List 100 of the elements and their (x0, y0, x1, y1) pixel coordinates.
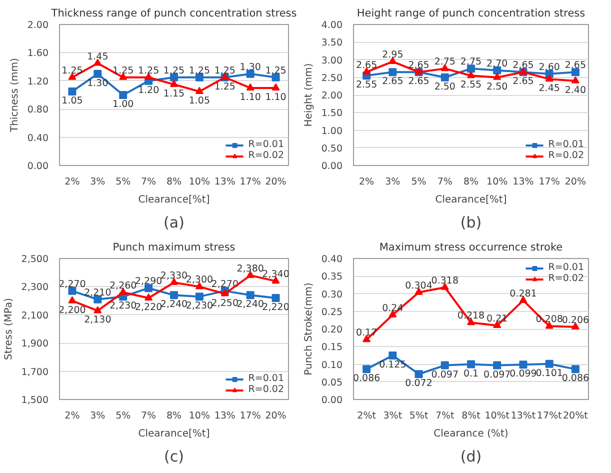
data-label: 1.20 (138, 84, 160, 96)
x-tick-label: 8% (463, 176, 479, 188)
data-label: 0.099 (510, 368, 537, 380)
x-axis-title: Clearance[%t] (435, 194, 507, 206)
data-label: 2,220 (262, 302, 290, 313)
x-tick-label: 10% (188, 410, 210, 422)
data-label: 1.00 (112, 99, 134, 110)
data-label: 2.55 (356, 80, 378, 91)
x-tick-label: 13% (214, 410, 236, 422)
data-label: 2,380 (236, 263, 264, 274)
data-label: 2,270 (58, 278, 86, 290)
data-label: 2.65 (512, 60, 534, 72)
data-label: 2.65 (512, 76, 534, 88)
y-tick-label: 2.00 (27, 20, 49, 31)
data-label: 2,220 (134, 302, 162, 313)
x-tick-label: 13% (512, 176, 534, 188)
legend-label: R=0.01 (248, 373, 284, 384)
data-label: 2.65 (408, 76, 430, 88)
data-label: 0.206 (562, 314, 590, 326)
legend-label: R=0.01 (548, 262, 584, 273)
data-label: 2.50 (486, 81, 508, 92)
text: (c) (164, 448, 184, 466)
data-label: 0.097 (431, 369, 458, 380)
y-tick-label: 0.15 (321, 342, 343, 354)
data-label: 1.10 (265, 92, 286, 103)
y-tick-label: 2,500 (21, 254, 49, 265)
data-label: 1.30 (240, 62, 261, 73)
data-label: 2.65 (382, 76, 404, 88)
x-tick-label: 7% (141, 410, 156, 422)
y-tick-label: 1.50 (321, 108, 343, 120)
data-label: 2,240 (236, 299, 264, 310)
y-tick-label: 3.00 (321, 55, 343, 66)
y-axis-title: Punch Stroke(mm) (303, 282, 314, 376)
x-tick-label: 17% (240, 410, 261, 422)
data-label: 2,240 (160, 299, 188, 310)
y-tick-label: 0.10 (321, 360, 343, 371)
text: (a) (164, 214, 184, 232)
data-label: 2.60 (538, 62, 560, 73)
legend-label: R=0.02 (248, 384, 284, 395)
x-tick-label: 8%t (462, 410, 481, 422)
y-tick-label: 1,500 (21, 395, 49, 406)
y-tick-label: 2.00 (321, 90, 343, 102)
data-label: 1.05 (188, 95, 210, 106)
x-tick-label: 2% (359, 176, 374, 188)
y-tick-label: 1.20 (27, 76, 49, 88)
data-label: 2.50 (434, 81, 456, 92)
x-tick-label: 7% (437, 176, 452, 188)
x-tick-label: 3% (90, 176, 106, 188)
data-label: 2.45 (538, 83, 560, 94)
y-tick-label: 0.25 (321, 306, 343, 318)
x-tick-label: 2% (64, 410, 80, 422)
y-tick-label: 0.00 (27, 161, 49, 172)
data-label: 2.95 (382, 50, 404, 61)
data-label: 1.25 (214, 65, 236, 76)
x-tick-label: 13% (214, 176, 236, 188)
x-tick-label: 2%t (357, 410, 376, 422)
y-tick-label: 1,900 (21, 338, 49, 350)
y-tick-label: 0.00 (321, 161, 343, 172)
data-label: 1.45 (87, 51, 108, 62)
data-label: 2,200 (58, 304, 86, 316)
data-label: 2.65 (564, 60, 586, 72)
x-tick-label: 5% (411, 176, 426, 188)
x-tick-label: 17%t (536, 410, 562, 422)
y-axis-title: Stress (MPa) (3, 298, 14, 360)
y-tick-label: 2,300 (21, 282, 49, 294)
x-tick-label: 3% (90, 410, 106, 422)
x-tick-label: 17% (538, 176, 560, 188)
x-tick-label: 20% (265, 410, 286, 422)
x-tick-label: 3%t (383, 410, 402, 422)
data-label: 2.65 (408, 60, 430, 72)
data-label: 1.25 (214, 81, 236, 92)
data-label: 1.30 (87, 78, 108, 89)
x-tick-label: 20% (564, 176, 586, 188)
text: (b) (460, 214, 482, 232)
x-tick-label: 7%t (435, 410, 455, 422)
y-tick-label: 3.50 (321, 38, 343, 49)
x-axis-title: Clearance[%t] (138, 194, 210, 206)
y-tick-label: 0.80 (27, 104, 49, 116)
y-tick-label: 4.00 (321, 20, 343, 31)
data-label: 2,130 (84, 314, 112, 326)
data-label: 1.25 (163, 65, 185, 76)
data-label: 2.55 (460, 80, 482, 91)
data-label: 0.304 (405, 280, 432, 292)
x-tick-label: 8% (166, 176, 182, 188)
y-tick-label: 0.00 (321, 395, 343, 406)
x-axis-title: Clearance[%t] (138, 428, 210, 440)
data-label: 0.086 (352, 373, 380, 384)
y-tick-label: 1,700 (21, 366, 49, 378)
data-label: 2.40 (564, 84, 586, 96)
text: (d) (460, 448, 482, 466)
data-label: 1.10 (240, 92, 261, 103)
x-tick-label: 8% (166, 410, 182, 422)
legend-label: R=0.01 (248, 139, 284, 150)
chart-title: Punch maximum stress (112, 242, 236, 254)
x-tick-label: 5%t (409, 410, 428, 422)
y-tick-label: 0.30 (321, 289, 343, 300)
legend-label: R=0.02 (548, 273, 584, 284)
x-tick-label: 5% (116, 410, 131, 422)
data-label: 0.072 (405, 378, 432, 390)
data-label: 0.1 (463, 368, 479, 380)
